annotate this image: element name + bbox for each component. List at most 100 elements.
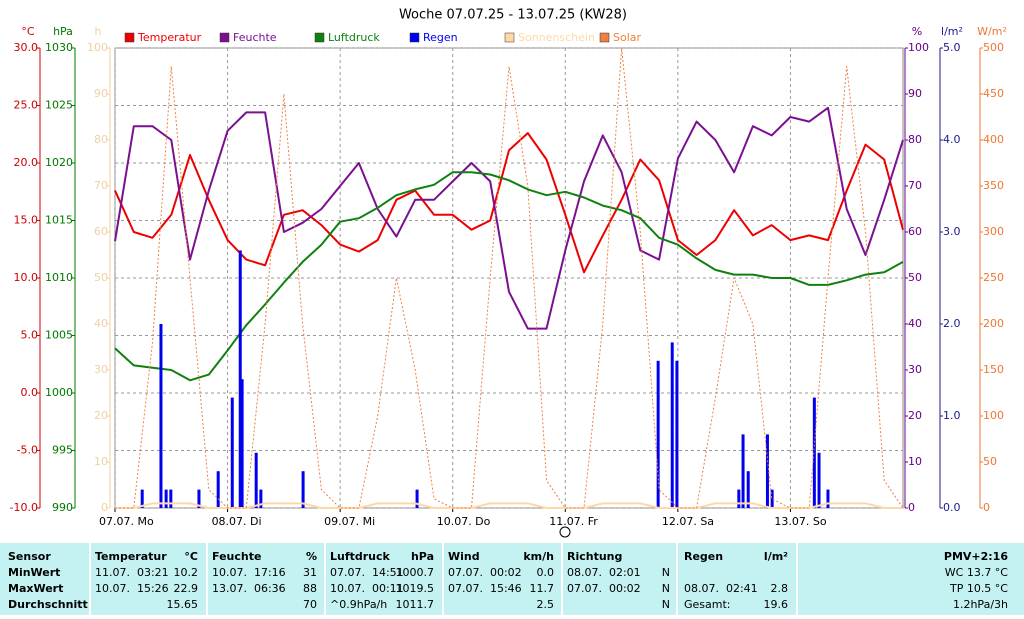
- x-tick-label: 08.07. Di: [212, 515, 262, 528]
- table-cell: 1019.5: [396, 582, 435, 595]
- rain-bar: [164, 489, 168, 508]
- table-cell: Durchschnitt: [8, 598, 88, 611]
- y-tick-label: 1.0: [943, 409, 961, 422]
- rain-bar: [169, 489, 173, 508]
- y-tick-label: 30.0: [14, 41, 39, 54]
- y-tick-label: 1010: [45, 271, 73, 284]
- table-cell: l/m²: [764, 550, 788, 563]
- table-cell: 07.07. 14:51: [330, 566, 404, 579]
- legend-label: Feuchte: [233, 31, 277, 44]
- y-tick-label: 100: [908, 41, 929, 54]
- rain-bar: [741, 434, 745, 508]
- table-cell: 08.07. 02:41: [684, 582, 758, 595]
- y-tick-label: 350: [983, 179, 1004, 192]
- y-tick-label: 2.0: [943, 317, 961, 330]
- table-cell: 07.07. 00:02: [567, 582, 641, 595]
- legend-swatch: [124, 32, 135, 43]
- y-tick-label: -10.0: [10, 501, 38, 514]
- y-tick-label: 10: [94, 455, 108, 468]
- table-cell: Wind: [448, 550, 480, 563]
- y-tick-label: 1025: [45, 99, 73, 112]
- axis-unit: hPa: [53, 25, 73, 38]
- table-cell: PMV+2:16: [944, 550, 1008, 563]
- table-cell: 07.07. 00:02: [448, 566, 522, 579]
- table-cell: 1011.7: [396, 598, 435, 611]
- legend-swatch: [314, 32, 325, 43]
- table-cell: 22.9: [174, 582, 199, 595]
- x-tick-label: 07.07. Mo: [99, 515, 154, 528]
- y-tick-label: 5.0: [21, 329, 39, 342]
- rain-bar: [817, 452, 821, 508]
- y-tick-label: 450: [983, 87, 1004, 100]
- y-tick-label: 0.0: [943, 501, 961, 514]
- table-cell: 88: [303, 582, 317, 595]
- table-cell: Richtung: [567, 550, 622, 563]
- table-cell: 10.2: [174, 566, 199, 579]
- y-tick-label: 90: [908, 87, 922, 100]
- chart-title: Woche 07.07.25 - 13.07.25 (KW28): [399, 8, 627, 23]
- y-tick-label: 20.0: [14, 156, 39, 169]
- y-tick-label: 90: [94, 87, 108, 100]
- table-cell: 1.2hPa/3h: [953, 598, 1008, 611]
- x-tick-label: 09.07. Mi: [324, 515, 375, 528]
- table-cell: 19.6: [764, 598, 789, 611]
- y-tick-label: 100: [983, 409, 1004, 422]
- rain-bar: [230, 397, 234, 508]
- y-tick-label: 250: [983, 271, 1004, 284]
- table-cell: 07.07. 15:46: [448, 582, 522, 595]
- rain-bar: [216, 471, 220, 508]
- series-line: [114, 106, 904, 330]
- x-tick-label: 11.07. Fr: [549, 515, 598, 528]
- y-tick-label: 30: [908, 363, 922, 376]
- y-tick-label: 15.0: [14, 214, 39, 227]
- y-tick-label: 60: [94, 225, 108, 238]
- table-background: [0, 543, 1024, 615]
- rain-bar: [240, 379, 244, 508]
- y-tick-label: 25.0: [14, 99, 39, 112]
- rain-bar: [737, 489, 741, 508]
- rain-bar: [826, 489, 830, 508]
- table-cell: Feuchte: [212, 550, 261, 563]
- legend-label: Temperatur: [137, 31, 202, 44]
- table-cell: 1000.7: [396, 566, 435, 579]
- y-tick-label: 30: [94, 363, 108, 376]
- y-tick-label: 400: [983, 133, 1004, 146]
- y-tick-label: 1020: [45, 156, 73, 169]
- legend-label: Sonnenschein: [518, 31, 595, 44]
- legend-swatch: [409, 32, 420, 43]
- table-cell: hPa: [411, 550, 434, 563]
- table-cell: Regen: [684, 550, 723, 563]
- y-tick-label: 0.0: [21, 386, 39, 399]
- y-tick-label: 1015: [45, 214, 73, 227]
- axis-unit: h: [95, 25, 102, 38]
- y-tick-label: 4.0: [943, 133, 961, 146]
- y-tick-label: 20: [908, 409, 922, 422]
- table-cell: 08.07. 02:01: [567, 566, 641, 579]
- legend-swatch: [504, 32, 515, 43]
- y-tick-label: 40: [94, 317, 108, 330]
- table-cell: 10.07. 15:26: [95, 582, 169, 595]
- legend-swatch: [219, 32, 230, 43]
- y-tick-label: 1005: [45, 329, 73, 342]
- rain-bar: [812, 397, 816, 508]
- table-cell: Temperatur: [95, 550, 167, 563]
- y-tick-label: 150: [983, 363, 1004, 376]
- axis-unit: W/m²: [977, 25, 1007, 38]
- rain-bar: [656, 360, 660, 508]
- table-cell: Gesamt:: [684, 598, 731, 611]
- y-tick-label: -5.0: [17, 444, 38, 457]
- series-line: [115, 502, 903, 509]
- cursor-marker: [559, 526, 571, 538]
- series-line: [114, 132, 904, 274]
- legend-swatch: [599, 32, 610, 43]
- table-cell: Sensor: [8, 550, 51, 563]
- y-tick-label: 70: [94, 179, 108, 192]
- table-cell: 2.8: [771, 582, 789, 595]
- y-tick-label: 1000: [45, 386, 73, 399]
- y-tick-label: 300: [983, 225, 1004, 238]
- x-tick-label: 12.07. Sa: [662, 515, 714, 528]
- x-tick-label: 13.07. So: [774, 515, 826, 528]
- rain-bar: [197, 489, 201, 508]
- y-tick-label: 50: [983, 455, 997, 468]
